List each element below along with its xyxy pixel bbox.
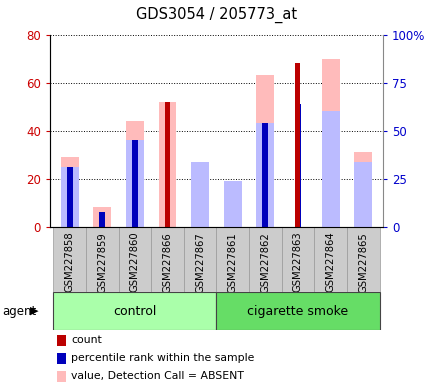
- Bar: [60, 167, 79, 227]
- Bar: [249, 227, 281, 292]
- Text: value, Detection Call = ABSENT: value, Detection Call = ABSENT: [71, 371, 243, 381]
- Bar: [164, 102, 170, 227]
- Text: agent: agent: [2, 305, 36, 318]
- Text: percentile rank within the sample: percentile rank within the sample: [71, 353, 254, 363]
- Bar: [118, 227, 151, 292]
- Text: GSM227865: GSM227865: [358, 232, 367, 293]
- Bar: [321, 59, 339, 227]
- Bar: [191, 186, 209, 227]
- Text: GSM227864: GSM227864: [325, 232, 335, 292]
- Bar: [346, 227, 379, 292]
- Text: GSM227863: GSM227863: [293, 232, 302, 292]
- Text: cigarette smoke: cigarette smoke: [247, 305, 348, 318]
- Bar: [223, 188, 241, 227]
- Bar: [53, 227, 86, 292]
- Bar: [216, 227, 249, 292]
- Text: GSM227862: GSM227862: [260, 232, 270, 293]
- Bar: [256, 75, 274, 227]
- Bar: [184, 227, 216, 292]
- Bar: [191, 162, 209, 227]
- Bar: [256, 123, 274, 227]
- Text: ▶: ▶: [30, 306, 38, 316]
- Bar: [86, 227, 118, 292]
- Bar: [132, 140, 138, 227]
- Text: GSM227859: GSM227859: [97, 232, 107, 293]
- Bar: [216, 292, 379, 330]
- Text: GSM227866: GSM227866: [162, 232, 172, 293]
- Text: GSM227867: GSM227867: [195, 232, 204, 293]
- Bar: [93, 207, 111, 227]
- Bar: [295, 63, 300, 227]
- Bar: [60, 157, 79, 227]
- Bar: [262, 123, 268, 227]
- Bar: [66, 167, 72, 227]
- Bar: [223, 181, 241, 227]
- Bar: [294, 104, 300, 227]
- Bar: [125, 121, 144, 227]
- Bar: [125, 140, 144, 227]
- Bar: [321, 111, 339, 227]
- Text: GSM227861: GSM227861: [227, 232, 237, 293]
- Bar: [353, 152, 372, 227]
- Text: GSM227860: GSM227860: [130, 232, 139, 292]
- Text: GSM227858: GSM227858: [65, 232, 74, 292]
- Bar: [158, 102, 176, 227]
- Bar: [53, 292, 216, 330]
- Text: GDS3054 / 205773_at: GDS3054 / 205773_at: [135, 7, 296, 23]
- Bar: [281, 227, 314, 292]
- Bar: [164, 128, 170, 227]
- Text: count: count: [71, 335, 102, 345]
- Text: control: control: [113, 305, 156, 318]
- Bar: [314, 227, 346, 292]
- Bar: [151, 227, 184, 292]
- Bar: [353, 162, 372, 227]
- Bar: [99, 212, 105, 227]
